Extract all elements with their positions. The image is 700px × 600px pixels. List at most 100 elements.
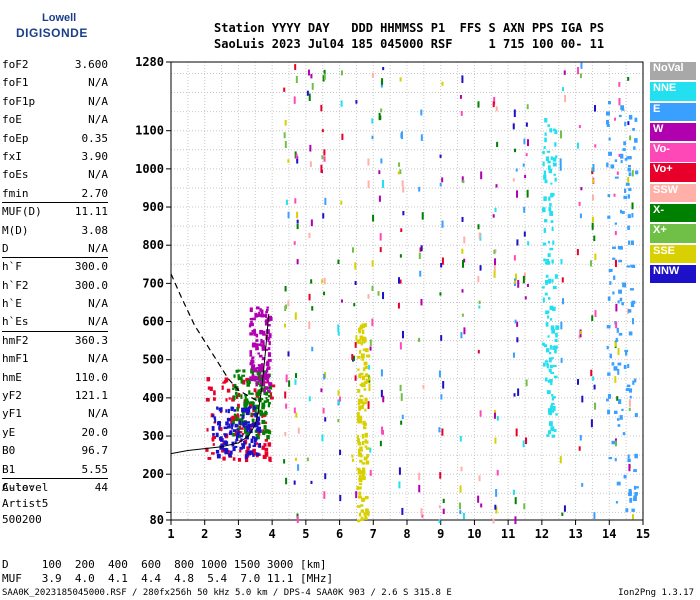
echo-point: [421, 212, 424, 220]
logo-line1: Lowell: [42, 12, 77, 24]
echo-point: [381, 426, 384, 435]
echo-point: [254, 452, 258, 456]
echo-point: [628, 172, 632, 177]
echo-point: [283, 87, 286, 92]
echo-point: [614, 376, 617, 383]
echo-point: [266, 435, 270, 440]
echo-point: [224, 449, 229, 455]
echo-point: [441, 81, 444, 86]
echo-point: [627, 121, 630, 126]
param-row: foF1p N/A: [2, 93, 108, 111]
echo-point: [550, 426, 555, 431]
echo-point: [359, 399, 364, 404]
param-label: fxI: [2, 149, 22, 163]
echo-point: [514, 280, 517, 284]
echo-point: [245, 412, 250, 416]
echo-point: [551, 357, 554, 360]
echo-point: [251, 344, 256, 348]
echo-point: [526, 283, 529, 287]
echo-point: [243, 399, 247, 404]
y-tick-label: 700: [142, 276, 164, 290]
echo-point: [549, 212, 552, 215]
echo-point: [371, 135, 374, 140]
echo-point: [401, 414, 404, 420]
param-value: N/A: [88, 94, 108, 108]
legend-item: NoVal: [650, 62, 696, 81]
echo-point: [607, 100, 611, 105]
legend-item: E: [650, 102, 696, 121]
legend-item: Vo+: [650, 163, 696, 182]
echo-point: [254, 378, 257, 382]
echo-point: [360, 342, 363, 346]
x-tick-label: 9: [437, 527, 444, 541]
echo-point: [214, 418, 217, 423]
echo-point: [576, 249, 579, 256]
software-version: Ion2Png 1.3.17: [618, 588, 694, 598]
echo-point: [525, 122, 528, 127]
echo-point: [630, 240, 634, 246]
echo-point: [248, 379, 251, 384]
echo-point: [478, 475, 481, 482]
echo-point: [212, 443, 215, 446]
echo-point: [256, 428, 259, 432]
echo-point: [546, 150, 551, 153]
echo-point: [515, 168, 518, 172]
echo-point: [367, 158, 370, 166]
echo-point: [400, 228, 403, 233]
echo-point: [265, 397, 268, 400]
echo-point: [296, 223, 299, 230]
echo-point: [516, 239, 519, 246]
param-label: yF1: [2, 407, 22, 421]
echo-point: [359, 459, 363, 463]
echo-point: [308, 293, 311, 301]
echo-point: [544, 219, 548, 223]
echo-point: [492, 214, 495, 218]
echo-point: [438, 505, 441, 509]
echo-point: [550, 182, 553, 185]
echo-point: [419, 247, 422, 252]
echo-point: [242, 369, 246, 373]
echo-point: [542, 362, 546, 367]
echo-point: [627, 167, 631, 172]
echo-point: [212, 414, 215, 418]
echo-point: [364, 515, 368, 520]
echo-point: [478, 305, 481, 309]
echo-point: [238, 425, 242, 429]
echo-point: [230, 419, 233, 424]
echo-point: [255, 343, 259, 347]
echo-point: [420, 134, 423, 141]
echo-point: [544, 292, 548, 296]
echo-point: [240, 438, 243, 442]
echo-point: [225, 398, 228, 402]
echo-point: [631, 264, 636, 269]
echo-point: [552, 345, 555, 350]
echo-point: [243, 401, 248, 407]
echo-point: [268, 333, 272, 339]
echo-point: [358, 408, 361, 411]
echo-point: [522, 163, 525, 167]
echo-point: [244, 439, 248, 445]
echo-point: [358, 405, 362, 410]
echo-point: [555, 325, 560, 330]
echo-point: [463, 236, 466, 244]
echo-point: [358, 491, 362, 496]
param-row: fxI 3.90: [2, 148, 108, 166]
echo-point: [340, 299, 343, 303]
echo-point: [553, 345, 558, 349]
echo-point: [236, 369, 241, 372]
echo-point: [549, 247, 554, 251]
echo-point: [617, 348, 620, 356]
echo-point: [323, 277, 326, 285]
echo-point: [618, 259, 623, 263]
echo-point: [420, 508, 423, 516]
echo-point: [261, 406, 265, 410]
echo-point: [618, 399, 622, 405]
echo-point: [613, 366, 618, 371]
echo-point: [210, 452, 215, 455]
echo-point: [261, 402, 266, 408]
echo-point: [553, 173, 556, 176]
echo-point: [209, 386, 213, 392]
y-tick-label: 1100: [135, 124, 164, 138]
echo-point: [239, 449, 242, 453]
